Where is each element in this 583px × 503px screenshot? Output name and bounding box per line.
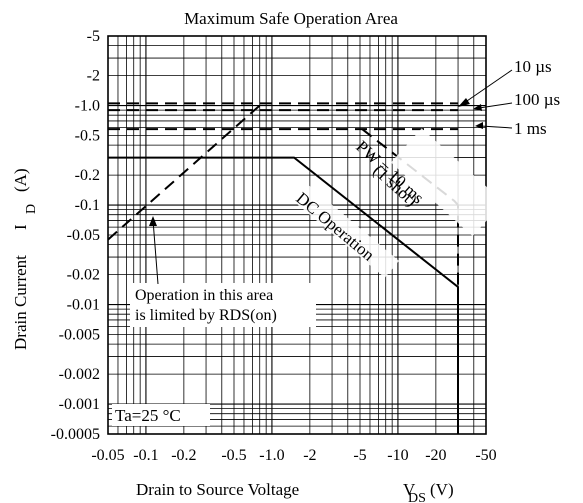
label-bg-pw — [390, 128, 504, 237]
arrow-10us-head — [458, 98, 470, 107]
y-tick-label: -0.05 — [67, 227, 100, 244]
y-axis-unit: (A) — [11, 168, 30, 192]
annotation-ta: Ta=25 °C — [115, 406, 181, 425]
y-tick-label: -5 — [87, 28, 100, 45]
x-tick-label: -5 — [353, 447, 366, 464]
y-tick-label: -0.02 — [67, 267, 100, 284]
x-tick-label: -10 — [387, 447, 408, 464]
y-tick-label: -0.005 — [59, 327, 100, 344]
y-tick-label: -1.0 — [75, 98, 100, 115]
x-tick-label: -0.1 — [133, 447, 158, 464]
y-tick-label: -2 — [87, 68, 100, 85]
y-tick-label: -0.2 — [75, 167, 100, 184]
plot-frame — [107, 35, 487, 435]
arrow-100us-line — [478, 102, 513, 109]
x-axis-symbol: V — [403, 480, 416, 499]
x-axis-subscript: DS — [408, 491, 426, 503]
x-tick-label: -1.0 — [259, 447, 284, 464]
chart-title: Maximum Safe Operation Area — [184, 9, 398, 28]
rds-arrow-line — [152, 219, 159, 285]
x-tick-label: -0.2 — [171, 447, 196, 464]
x-tick-label: -2 — [303, 447, 316, 464]
y-axis-label: Drain Current — [11, 255, 30, 350]
x-tick-label: -0.5 — [221, 447, 246, 464]
x-tick-label: -20 — [425, 447, 446, 464]
y-tick-label: -0.002 — [59, 366, 100, 383]
tick-labels: -0.05 -0.1 -0.2 -0.5 -1.0 -2 -5 -10 -20 -50 -5 -2 -1… — [51, 28, 497, 464]
label-100us: 100 µs — [514, 90, 560, 109]
y-tick-label: -0.0005 — [51, 426, 100, 443]
arrow-1ms-line — [480, 125, 513, 129]
y-axis-symbol: I — [11, 224, 30, 230]
x-tick-label: -0.05 — [91, 447, 124, 464]
y-axis-subscript: D — [24, 204, 39, 214]
annotation-rds-line2: is limited by RDS(on) — [135, 307, 277, 324]
grid — [107, 35, 487, 435]
y-tick-label: -0.5 — [75, 128, 100, 145]
label-bg-dc — [285, 177, 400, 278]
ta-bg — [112, 404, 210, 426]
y-tick-label: -0.001 — [59, 396, 100, 413]
y-tick-label: -0.01 — [67, 297, 100, 314]
arrow-100us-head — [473, 104, 482, 111]
x-axis-unit: (V) — [430, 480, 454, 499]
arrow-1ms-head — [475, 122, 483, 129]
x-tick-label: -50 — [475, 447, 496, 464]
series-dc — [108, 156, 459, 434]
x-axis-label: Drain to Source Voltage — [136, 480, 299, 499]
series-rds — [107, 104, 261, 241]
annotation-rds-line1: Operation in this area — [135, 287, 273, 304]
label-1ms: 1 ms — [514, 119, 547, 138]
arrow-10us-line — [463, 69, 513, 104]
label-10us: 10 µs — [514, 57, 552, 76]
y-tick-label: -0.1 — [75, 197, 100, 214]
rds-note-bg — [130, 283, 316, 327]
rds-arrow-head — [149, 216, 157, 226]
